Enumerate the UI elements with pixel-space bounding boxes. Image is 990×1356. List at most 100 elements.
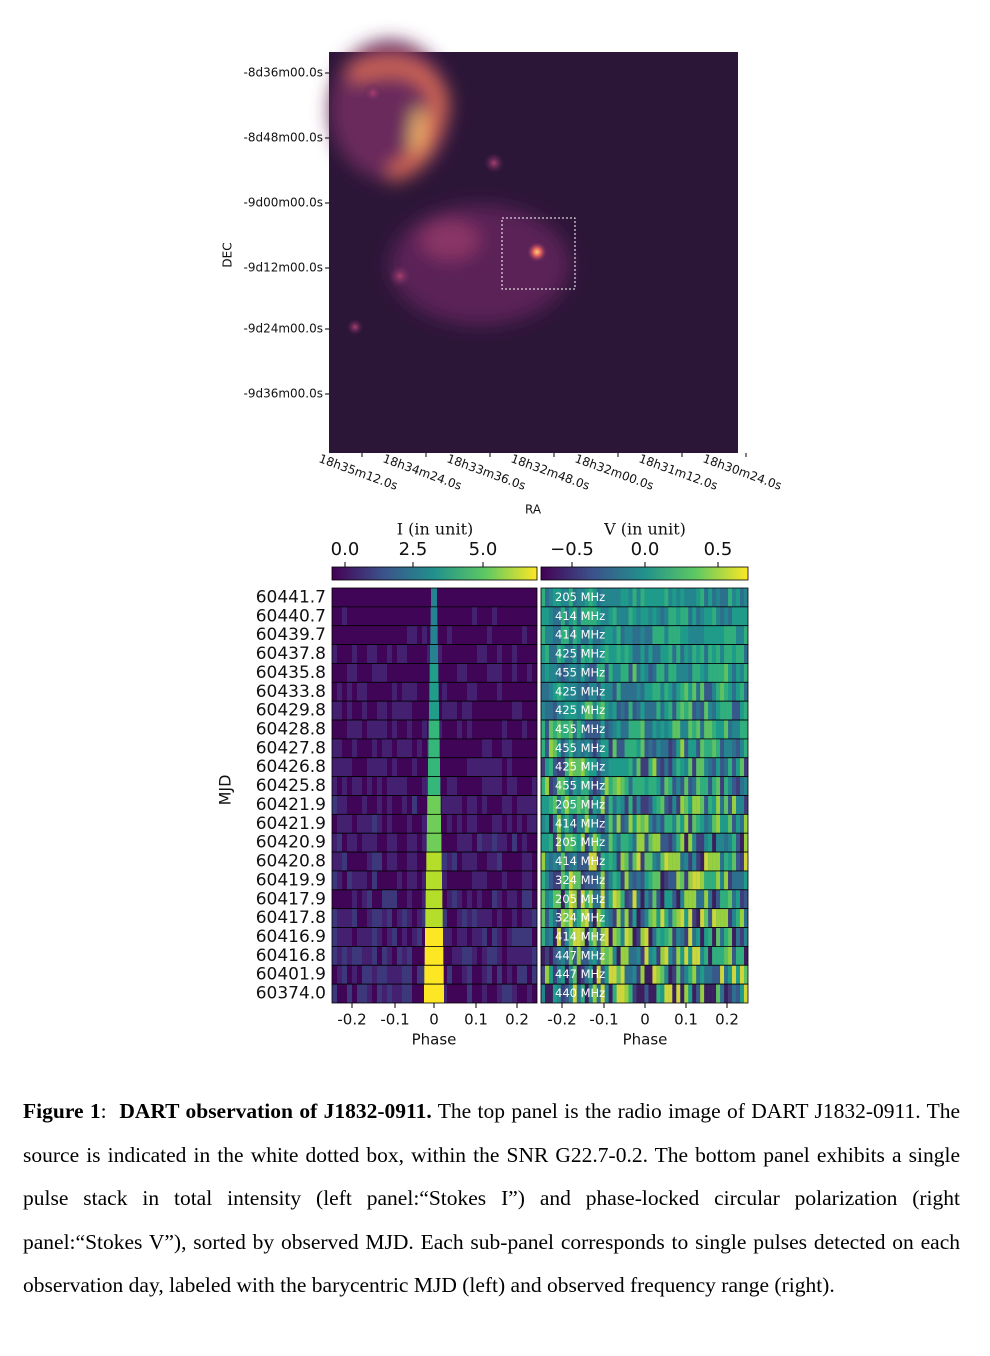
pixel	[604, 927, 609, 947]
pixel	[452, 795, 457, 815]
pixel	[732, 984, 737, 1003]
pixel	[736, 757, 741, 777]
pixel	[402, 720, 407, 739]
pixel	[592, 965, 597, 985]
pixel	[640, 946, 645, 966]
figure: DEC RA I (in unit) V (in unit) MJD Phase…	[216, 40, 784, 1049]
pixel	[372, 795, 377, 815]
pixel	[743, 588, 748, 607]
pixel	[692, 757, 697, 777]
pixel	[724, 965, 729, 985]
pixel	[700, 889, 705, 909]
pixel	[704, 984, 709, 1003]
pixel	[680, 625, 685, 645]
pixel	[684, 852, 689, 871]
pixel	[382, 757, 387, 777]
pixel	[387, 946, 392, 966]
pixel	[427, 663, 432, 683]
pixel	[517, 965, 522, 985]
pixel	[548, 908, 553, 928]
pixel	[632, 682, 637, 702]
pixel	[352, 588, 357, 607]
pixel	[692, 738, 697, 758]
pixel	[544, 644, 549, 664]
pixel	[382, 965, 387, 985]
pixel	[372, 908, 377, 928]
pixel	[417, 908, 422, 928]
pixel	[556, 870, 561, 890]
pixel	[728, 776, 733, 796]
pixel	[407, 946, 412, 966]
pixel	[560, 889, 565, 909]
pixel	[732, 795, 737, 815]
pixel	[624, 870, 629, 890]
pixel	[556, 588, 561, 607]
pixel	[367, 606, 372, 626]
pixel	[397, 889, 402, 909]
pixel	[452, 833, 457, 853]
pixel	[382, 776, 387, 796]
pixel	[628, 625, 633, 645]
pixel	[592, 870, 597, 890]
x-tick-label: 0.1	[674, 1011, 698, 1029]
pixel	[704, 701, 709, 721]
pixel	[457, 720, 462, 739]
pixel	[668, 682, 673, 702]
pixel	[576, 870, 581, 890]
pixel	[402, 663, 407, 683]
pixel	[608, 757, 613, 777]
pixel	[632, 927, 637, 947]
pixel	[716, 644, 721, 664]
pixel	[347, 701, 352, 721]
pixel	[700, 644, 705, 664]
pixel	[640, 984, 645, 1003]
pixel	[342, 870, 347, 890]
pixel	[407, 588, 412, 607]
pixel	[708, 833, 713, 853]
pixel	[692, 682, 697, 702]
pixel	[588, 738, 593, 758]
pixel	[700, 833, 705, 853]
pixel	[564, 682, 569, 702]
pixel	[472, 833, 477, 853]
pixel	[560, 682, 565, 702]
pixel	[482, 682, 487, 702]
pixel	[743, 644, 748, 664]
pixel	[628, 927, 633, 947]
pixel	[624, 908, 629, 928]
pixel	[487, 814, 492, 834]
pixel	[640, 738, 645, 758]
pixel	[467, 965, 472, 985]
pixel	[422, 814, 427, 834]
pixel	[412, 965, 417, 985]
pixel	[728, 757, 733, 777]
row-label: 440 MHz	[555, 986, 605, 1000]
pixel	[740, 720, 744, 739]
pixel	[372, 701, 377, 721]
pixel	[387, 644, 392, 664]
colorbar-tick-label: 0.0	[331, 539, 360, 560]
pixel	[352, 965, 357, 985]
pixel	[552, 701, 557, 721]
pixel	[352, 795, 357, 815]
pixel	[648, 965, 653, 985]
pixel	[497, 625, 502, 645]
pixel	[548, 644, 553, 664]
pixel	[588, 720, 593, 739]
pixel	[487, 720, 492, 739]
pixel	[442, 644, 447, 664]
caption-separator: :	[100, 1099, 107, 1123]
pixel	[548, 814, 553, 834]
pixel	[517, 833, 522, 853]
pixel	[564, 720, 569, 739]
pixel	[708, 757, 713, 777]
pixel	[452, 588, 457, 607]
pixel	[497, 833, 502, 853]
pixel	[592, 908, 597, 928]
pixel	[377, 908, 382, 928]
pixel	[477, 738, 482, 758]
pixel	[600, 644, 605, 664]
pixel	[668, 984, 673, 1003]
pixel	[497, 965, 502, 985]
pixel	[672, 795, 677, 815]
